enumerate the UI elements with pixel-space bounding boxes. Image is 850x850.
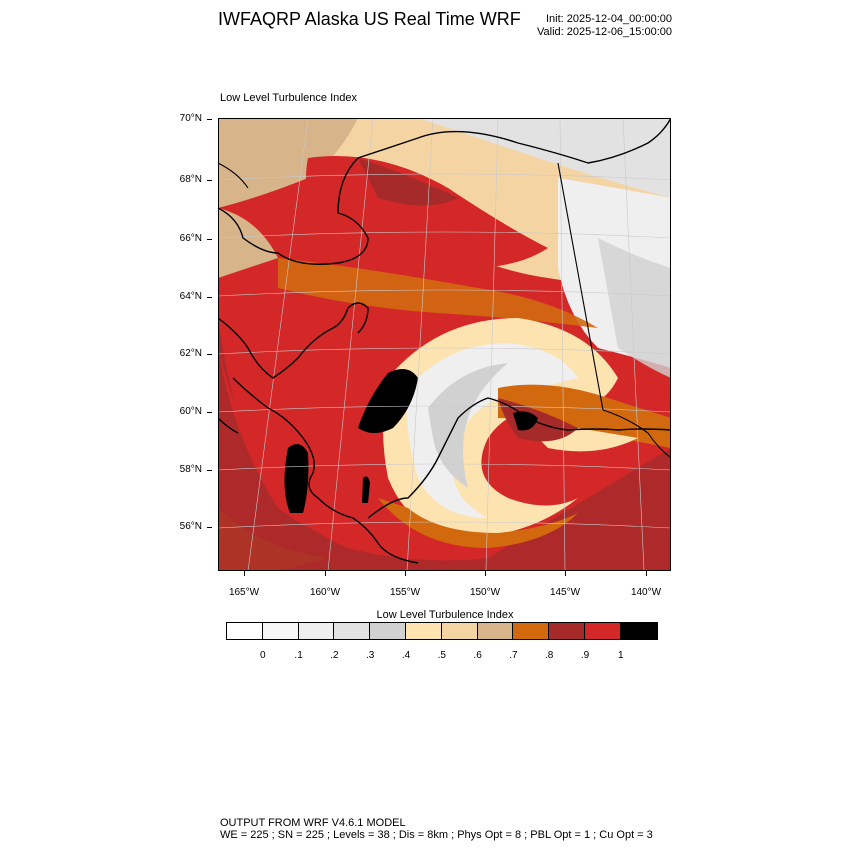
field-black-patch-4 (362, 476, 370, 503)
colorbar-label: .6 (473, 650, 482, 661)
map-field (218, 118, 671, 571)
lon-tick (565, 571, 566, 576)
field-grey-ne2 (598, 238, 671, 378)
colorbar-title: Low Level Turbulence Index (376, 609, 514, 621)
lat-label-70: 70°N (179, 113, 202, 124)
colorbar-label: .7 (509, 650, 518, 661)
field-brown-nw (218, 118, 358, 208)
colorbar-box (549, 623, 585, 639)
map-subtitle: Low Level Turbulence Index (220, 92, 357, 104)
colorbar-box (584, 623, 621, 639)
lon-tick (405, 571, 406, 576)
colorbar-box (370, 623, 406, 639)
lat-label-64: 64°N (179, 291, 202, 302)
colorbar-label: .2 (330, 650, 339, 661)
colorbar-box (262, 623, 299, 639)
field-grey-north (418, 118, 671, 198)
lon-tick (646, 571, 647, 576)
lat-label-62: 62°N (179, 348, 202, 359)
lat-label-66: 66°N (179, 233, 202, 244)
lat-tick (207, 470, 212, 471)
field-orange-east (498, 384, 671, 448)
lon-tick (325, 571, 326, 576)
colorbar-box (298, 623, 335, 639)
lat-tick (207, 180, 212, 181)
field-brown-w (218, 208, 278, 278)
field-orange-ring (378, 498, 578, 548)
footer-model: OUTPUT FROM WRF V4.6.1 MODEL (220, 817, 406, 829)
colorbar-box (405, 623, 442, 639)
colorbar-label: .8 (545, 650, 554, 661)
lon-tick (244, 571, 245, 576)
lon-label-145: 145°W (549, 587, 581, 598)
colorbar-label: .1 (294, 650, 303, 661)
lat-tick (207, 527, 212, 528)
colorbar-box (227, 623, 263, 639)
colorbar-label: .3 (366, 650, 375, 661)
lat-label-60: 60°N (179, 406, 202, 417)
lon-label-150: 150°W (469, 587, 501, 598)
lat-tick (207, 119, 212, 120)
lat-label-58: 58°N (179, 464, 202, 475)
field-black-patch-3 (513, 411, 538, 431)
colorbar-box (477, 623, 514, 639)
lon-label-155: 155°W (389, 587, 421, 598)
lat-label-68: 68°N (179, 174, 202, 185)
lat-tick (207, 239, 212, 240)
boundary-lines (218, 162, 671, 459)
turbulence-map (218, 118, 671, 571)
field-black-patch-1 (284, 444, 309, 513)
page-title: IWFAQRP Alaska US Real Time WRF (218, 9, 521, 29)
colorbar-box (513, 623, 550, 639)
colorbar-box (334, 623, 371, 639)
lat-label-56: 56°N (179, 521, 202, 532)
colorbar (226, 622, 658, 640)
lat-tick (207, 412, 212, 413)
lat-tick (207, 354, 212, 355)
field-darkred-north (358, 158, 458, 206)
lat-tick (207, 297, 212, 298)
field-orange-mid (278, 258, 598, 328)
init-time: Init: 2025-12-04_00:00:00 (546, 13, 672, 25)
colorbar-label: 1 (618, 650, 624, 661)
colorbar-label: .4 (401, 650, 411, 661)
colorbar-box (620, 623, 657, 639)
lon-tick (485, 571, 486, 576)
lon-label-140: 140°W (630, 587, 662, 598)
field-darkred-arc (218, 318, 671, 571)
field-darkred-coast (498, 398, 578, 442)
lon-label-165: 165°W (228, 587, 260, 598)
coastline (218, 118, 671, 564)
colorbar-label: .9 (580, 650, 590, 661)
colorbar-label: 0 (260, 650, 266, 661)
lon-label-160: 160°W (309, 587, 341, 598)
field-swirl-grey2 (428, 363, 508, 488)
field-black-patch-2 (358, 369, 418, 433)
colorbar-box (441, 623, 478, 639)
footer-config: WE = 225 ; SN = 225 ; Levels = 38 ; Dis … (220, 829, 653, 841)
colorbar-label: .5 (437, 650, 446, 661)
valid-time: Valid: 2025-12-06_15:00:00 (537, 26, 672, 38)
